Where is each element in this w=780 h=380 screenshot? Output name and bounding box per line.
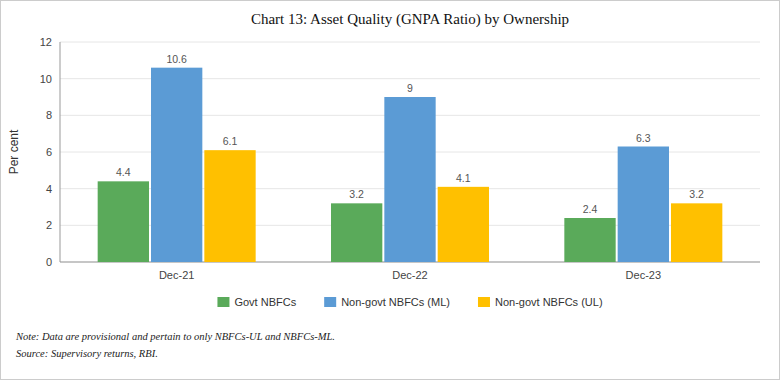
legend-swatch [324, 297, 336, 307]
y-tick-label: 2 [46, 219, 52, 231]
y-tick-label: 12 [40, 36, 52, 48]
bar [98, 181, 149, 262]
data-label: 10.6 [166, 53, 187, 65]
y-axis-line [60, 42, 61, 262]
bar [151, 68, 202, 262]
data-label: 6.3 [636, 132, 651, 144]
data-label: 4.4 [116, 166, 131, 178]
legend-label: Govt NBFCs [234, 296, 296, 308]
title: Chart 13: Asset Quality (GNPA Ratio) by … [251, 11, 569, 28]
legend-item: Non-govt NBFCs (UL) [478, 296, 603, 308]
y-tick-label: 4 [46, 183, 52, 195]
legend-label: Non-govt NBFCs (ML) [341, 296, 450, 308]
chart: Chart 13: Asset Quality (GNPA Ratio) by … [0, 0, 780, 380]
annotation: Note: Data are provisional and pertain t… [15, 331, 335, 342]
data-label: 4.1 [456, 172, 471, 184]
data-labels: 4.4 3.2 2.4 10.6 9 6.3 6.1 4.1 3.2 [116, 53, 704, 215]
legend-swatch [217, 297, 229, 307]
legend-label: Non-govt NBFCs (UL) [495, 296, 603, 308]
grid [60, 42, 760, 262]
data-label: 3.2 [349, 188, 364, 200]
bar [671, 203, 722, 262]
bar [438, 187, 489, 262]
bar [618, 147, 669, 263]
bars [98, 68, 723, 262]
x-tick-label: Dec-23 [626, 269, 661, 281]
y-tick-label: 8 [46, 109, 52, 121]
bar [564, 218, 615, 262]
bar [384, 97, 435, 262]
legend-item: Govt NBFCs [217, 296, 296, 308]
y-tick-label: 6 [46, 146, 52, 158]
data-label: 3.2 [689, 188, 704, 200]
y-axis-label: Per cent [7, 129, 21, 174]
legend-swatch [478, 297, 490, 307]
legend-item: Non-govt NBFCs (ML) [324, 296, 450, 308]
data-label: 2.4 [583, 203, 598, 215]
data-label: 6.1 [223, 135, 238, 147]
page-frame [1, 1, 780, 380]
bar [204, 150, 255, 262]
legend: Govt NBFCs Non-govt NBFCs (ML) Non-govt NB… [217, 296, 602, 308]
grid-line [60, 42, 760, 43]
annotation: Source: Supervisory returns, RBI. [16, 348, 158, 359]
x-tick-label: Dec-22 [392, 269, 427, 281]
data-label: 9 [407, 82, 413, 94]
axes: 0 2 4 6 8 10 12 Per cent Dec-21 Dec-22 Dec-23 [7, 36, 760, 281]
y-tick-label: 0 [46, 256, 52, 268]
x-tick-label: Dec-21 [159, 269, 194, 281]
bar [331, 203, 382, 262]
y-tick-label: 10 [40, 73, 52, 85]
